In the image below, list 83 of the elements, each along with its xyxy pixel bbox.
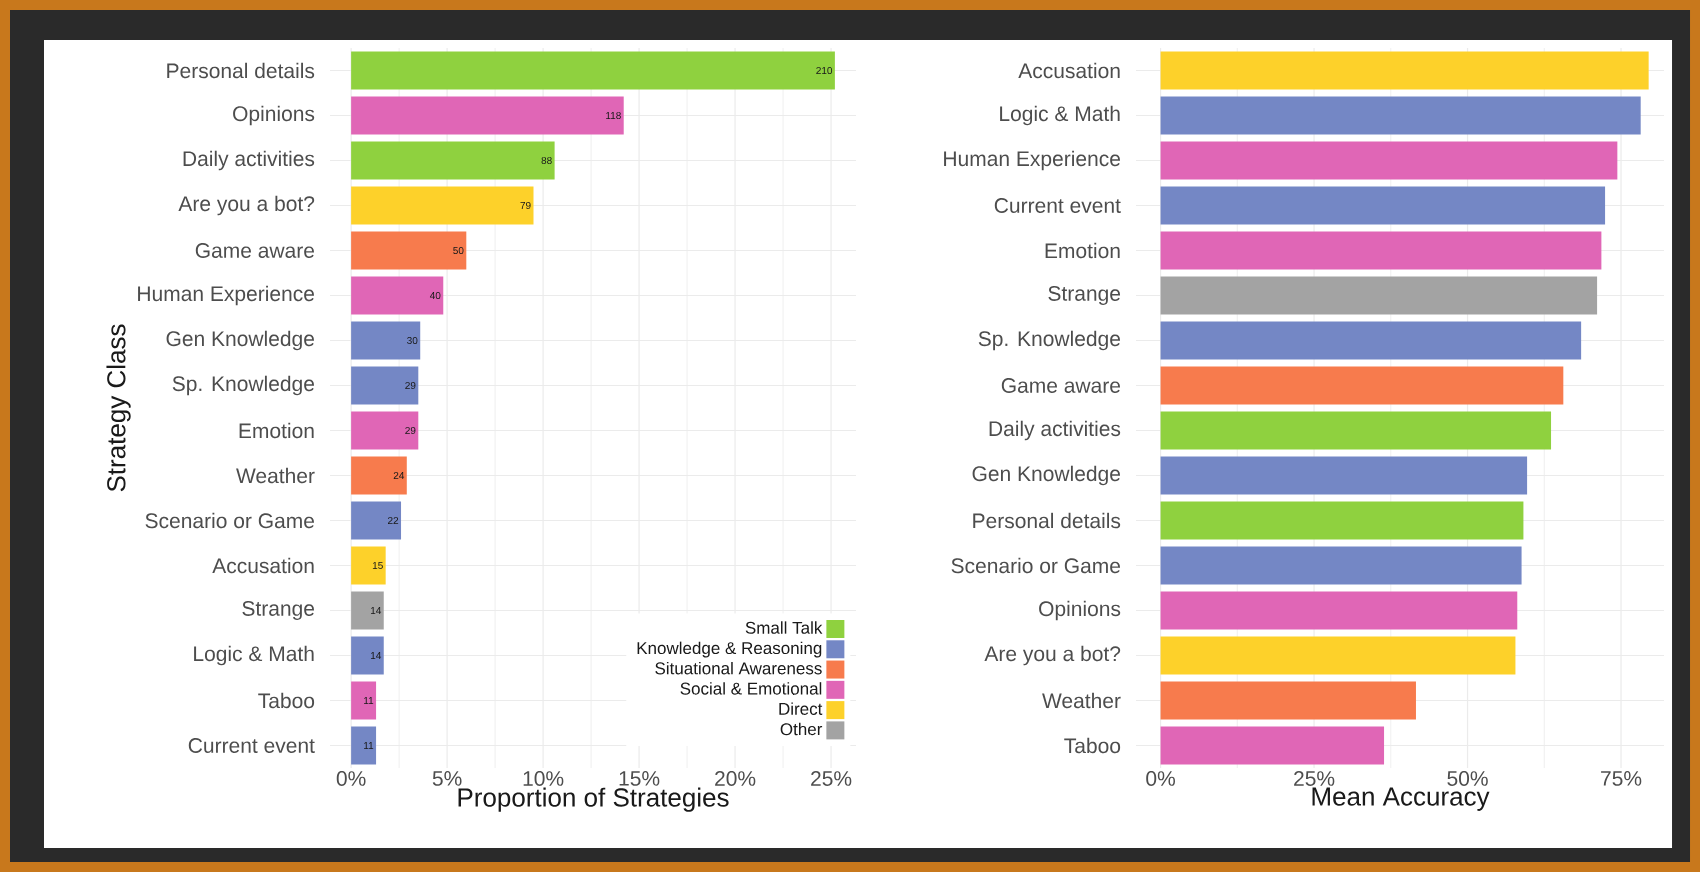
y-tick-label: Game aware (1001, 378, 1121, 393)
bar (1160, 681, 1416, 720)
y-tick-label: Personal details (973, 512, 1121, 529)
bar (1160, 411, 1552, 450)
y-tick-label: Strange (242, 601, 315, 620)
x-tick-label: 0% (336, 771, 366, 786)
bar (1160, 231, 1602, 270)
x-tick-label: 25% (811, 771, 852, 786)
bar (1160, 636, 1516, 675)
bar (1160, 726, 1385, 765)
bar (351, 96, 624, 135)
y-tick-label: Strange (1048, 286, 1121, 305)
y-tick-label: Are you a bot? (178, 195, 315, 216)
x-tick-label: 0% (1146, 771, 1176, 786)
x-tick-label: 10% (523, 771, 564, 786)
bar (1160, 51, 1649, 90)
y-tick-label: Personal details (167, 62, 315, 79)
legend-label: Direct (779, 702, 823, 715)
y-tick-label: Logic & Math (194, 645, 314, 666)
y-tick-label: Logic & Math (1000, 105, 1120, 126)
legend-label: Small Talk (745, 621, 823, 634)
bar (1160, 456, 1528, 495)
bar (1160, 546, 1522, 585)
bar (351, 546, 386, 585)
y-tick-label: Gen Knowledge (166, 330, 314, 351)
bar (351, 681, 377, 720)
bar (1160, 591, 1518, 630)
x-tick-label: 15% (619, 771, 660, 786)
x-tick-label: 25% (1294, 771, 1335, 786)
bar (1160, 186, 1606, 225)
y-tick-label: Scenario or Game (145, 512, 314, 529)
bar (351, 51, 835, 90)
bar (351, 366, 419, 405)
x-tick-label: 75% (1601, 771, 1642, 786)
y-tick-label: Scenario or Game (951, 557, 1121, 574)
y-tick-label: Sp. Knowledge (978, 330, 1121, 351)
bar (1160, 96, 1641, 135)
bar (1160, 501, 1524, 540)
y-tick-label: Current event (994, 198, 1121, 213)
legend-label: Knowledge & Reasoning (637, 641, 822, 658)
y-axis-title: Strategy Class (106, 324, 131, 492)
x-tick-label: 5% (432, 771, 462, 786)
y-tick-label: Taboo (258, 692, 315, 709)
y-tick-label: Accusation (212, 557, 314, 574)
y-tick-label: Daily activities (989, 420, 1121, 441)
bar (351, 591, 384, 630)
bar (351, 501, 402, 540)
y-tick-label: Opinions (233, 105, 315, 126)
y-tick-label: Daily activities (183, 150, 315, 171)
legend-label: Social & Emotional (680, 682, 822, 695)
bar (1160, 141, 1618, 180)
y-tick-label: Are you a bot? (984, 645, 1121, 666)
bar (351, 276, 444, 315)
bar (351, 726, 377, 765)
legend-label: Other (780, 722, 823, 736)
bar (1160, 321, 1582, 360)
bar (351, 321, 421, 360)
bar (351, 231, 467, 270)
y-tick-label: Sp. Knowledge (172, 375, 314, 396)
legend-label: Situational Awareness (655, 661, 822, 675)
y-tick-label: Gen Knowledge (972, 465, 1120, 486)
bar (1160, 276, 1598, 315)
y-tick-label: Weather (1042, 692, 1121, 709)
y-tick-label: Human Experience (138, 285, 314, 306)
bar (351, 411, 419, 450)
y-tick-label: Opinions (1039, 600, 1121, 621)
y-tick-label: Weather (236, 467, 315, 484)
y-tick-label: Human Experience (944, 150, 1120, 171)
bar (351, 456, 407, 495)
bar (351, 186, 534, 225)
bar (351, 636, 384, 675)
y-tick-label: Emotion (239, 422, 314, 439)
bar (351, 141, 555, 180)
y-tick-label: Accusation (1018, 62, 1120, 79)
x-axis-title: Proportion of Strategies (458, 787, 729, 812)
y-tick-label: Taboo (1064, 737, 1121, 754)
x-axis-title: Mean Accuracy (1312, 787, 1490, 811)
x-tick-label: 50% (1447, 771, 1488, 786)
x-tick-label: 20% (715, 771, 756, 786)
y-tick-label: Current event (188, 738, 315, 753)
bar (1160, 366, 1564, 405)
y-tick-label: Emotion (1045, 242, 1120, 259)
y-tick-label: Game aware (195, 243, 314, 258)
